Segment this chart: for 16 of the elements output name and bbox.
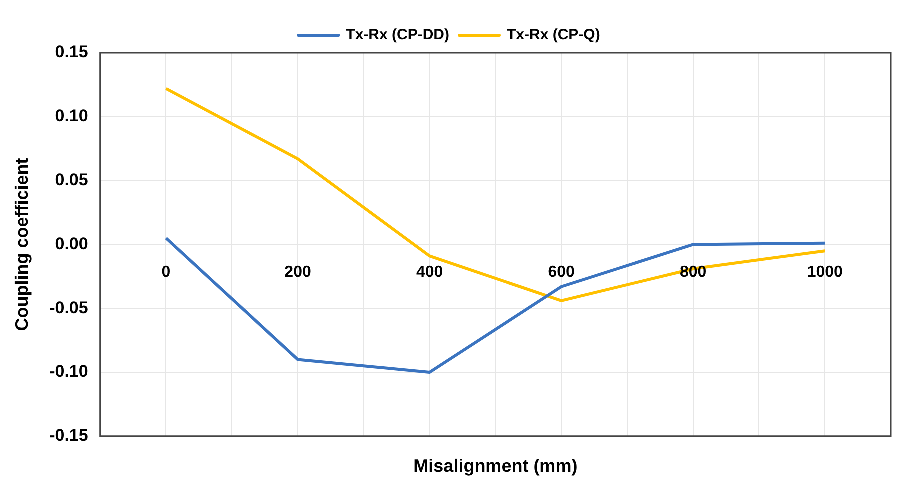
x-tick-label: 600	[548, 264, 576, 282]
y-tick-label: -0.15	[50, 426, 88, 446]
legend-label: Tx-Rx (CP-DD)	[346, 26, 450, 44]
x-axis-title: Misalignment (mm)	[414, 456, 578, 476]
y-tick-label: -0.10	[50, 362, 88, 382]
y-tick-label: 0.05	[55, 170, 88, 190]
x-tick-label: 1000	[807, 264, 844, 282]
y-tick-label: 0.00	[55, 234, 88, 254]
y-tick-label: 0.10	[55, 106, 88, 126]
y-tick-label: -0.05	[50, 298, 88, 318]
x-tick-label: 0	[162, 264, 171, 282]
x-tick-label: 400	[416, 264, 444, 282]
y-tick-label: 0.15	[55, 42, 88, 62]
x-tick-label: 200	[284, 264, 312, 282]
y-axis-title: Coupling coefficient	[12, 158, 32, 332]
legend-label: Tx-Rx (CP-Q)	[507, 26, 600, 44]
